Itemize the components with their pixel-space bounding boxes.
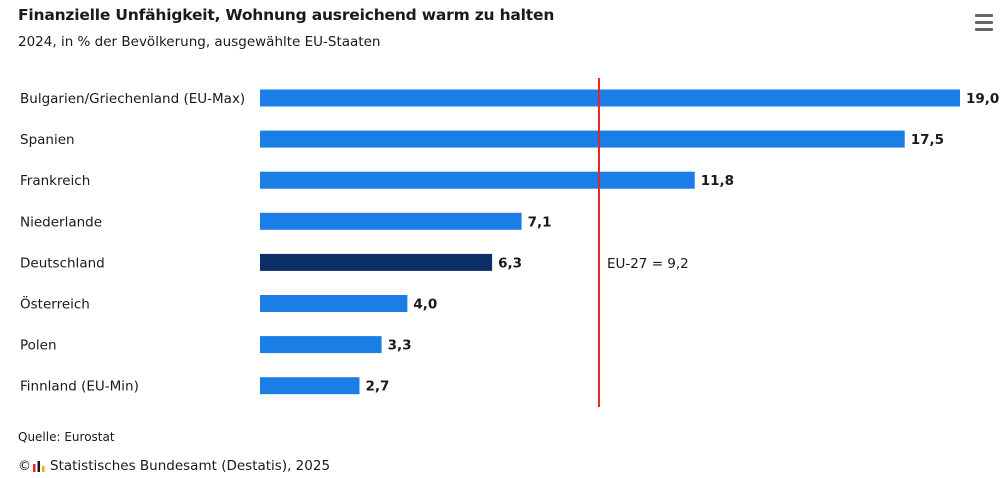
bar[interactable] [260, 89, 960, 107]
data-label: 4,0 [413, 297, 437, 313]
category-label: Frankreich [20, 173, 90, 189]
category-label: Finnland (EU-Min) [20, 379, 139, 395]
menu-line [975, 14, 993, 17]
publisher-text: Statistisches Bundesamt (Destatis), 2025 [50, 458, 331, 474]
bar[interactable] [260, 212, 522, 230]
menu-line [975, 28, 993, 31]
chart-subtitle: 2024, in % der Bevölkerung, ausgewählte … [18, 34, 381, 50]
category-label: Österreich [20, 295, 90, 313]
reference-line-label: EU-27 = 9,2 [607, 256, 689, 272]
data-label: 7,1 [528, 214, 552, 230]
data-label: 19,0 [966, 91, 999, 107]
bar[interactable] [260, 336, 382, 354]
source-note: Quelle: Eurostat [18, 430, 115, 444]
menu-line [975, 21, 993, 24]
category-label: Spanien [20, 132, 75, 148]
category-label: Niederlande [20, 214, 102, 230]
category-label: Polen [20, 338, 57, 354]
bar[interactable] [260, 130, 905, 148]
footer-credit: © Statistisches Bundesamt (Destatis), 20… [18, 458, 330, 474]
hamburger-menu-icon[interactable] [972, 14, 996, 36]
data-label: 2,7 [365, 379, 389, 395]
destatis-logo-icon [33, 460, 45, 472]
data-label: 17,5 [911, 132, 944, 148]
bar[interactable] [260, 295, 408, 312]
data-label: 11,8 [701, 173, 734, 189]
bar[interactable] [260, 377, 360, 395]
copyright-icon: © [18, 458, 31, 474]
bar-chart: Bulgarien/Griechenland (EU-Max) 19,0 Spani… [20, 78, 999, 407]
category-label: Deutschland [20, 255, 105, 271]
data-label: 6,3 [498, 255, 522, 271]
category-label: Bulgarien/Griechenland (EU-Max) [20, 91, 245, 107]
chart-title: Finanzielle Unfähigkeit, Wohnung ausreic… [18, 6, 555, 24]
bar[interactable] [260, 171, 695, 189]
data-label: 3,3 [388, 338, 412, 354]
bar[interactable] [260, 253, 493, 271]
